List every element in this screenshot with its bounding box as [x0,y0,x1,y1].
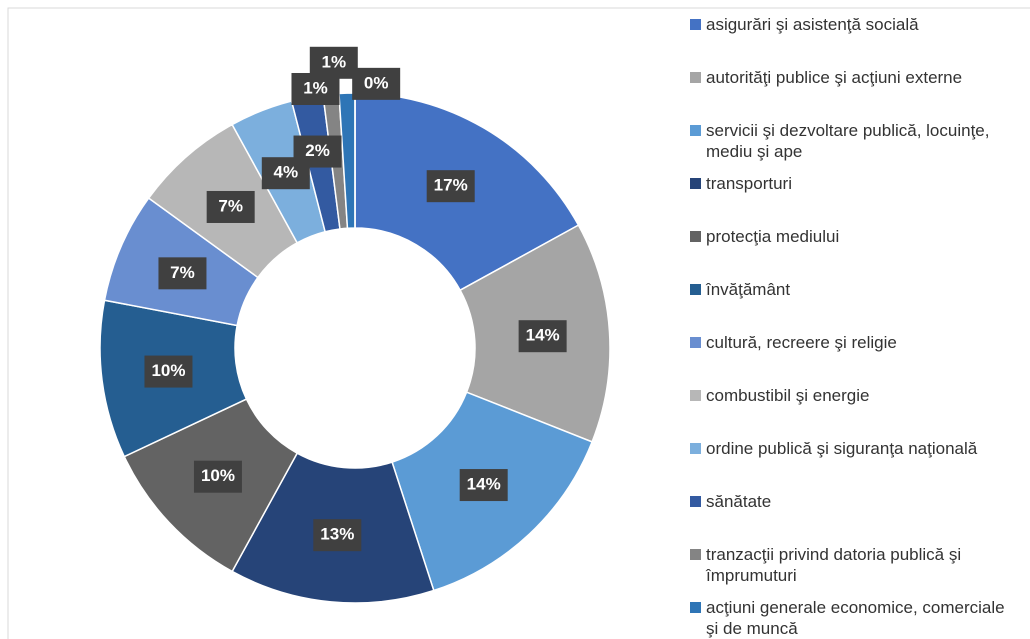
legend-swatch [690,337,701,348]
data-label: 13% [320,525,354,544]
legend-item: autorităţi publice şi acţiuni externe [690,67,1020,88]
data-label-box [459,469,508,502]
data-label: 7% [218,196,243,215]
legend-item: protecţia mediului [690,226,1020,247]
legend-item: cultură, recreere şi religie [690,332,1020,353]
legend-item: tranzacţii privind datoria publică şi îm… [690,544,1020,586]
data-label: 2% [305,141,330,160]
data-label: 0% [364,73,389,92]
legend-label: servicii şi dezvoltare publică, locuinţe… [706,121,990,161]
data-label-box [206,190,255,223]
legend-label: învăţământ [706,280,791,299]
data-label-box [518,320,567,353]
legend-label: tranzacţii privind datoria publică şi îm… [706,545,962,585]
legend-item: transporturi [690,173,1020,194]
data-label: 1% [321,52,346,71]
data-label: 10% [151,361,185,380]
legend-swatch [690,496,701,507]
legend-swatch [690,72,701,83]
data-label: 7% [170,263,195,282]
data-label-box [144,355,193,388]
data-label-box [193,460,242,493]
legend-label: asigurări şi asistenţă socială [706,15,919,34]
legend-label: transporturi [706,174,792,193]
legend-swatch [690,125,701,136]
legend-label: autorităţi publice şi acţiuni externe [706,68,963,87]
data-label: 14% [467,475,501,494]
legend-item: învăţământ [690,279,1020,300]
legend-label: protecţia mediului [706,227,840,246]
legend-item: servicii şi dezvoltare publică, locuinţe… [690,120,1020,162]
legend-swatch [690,443,701,454]
legend-swatch [690,602,701,613]
data-label-box [426,170,475,203]
legend-swatch [690,549,701,560]
legend-label: acţiuni generale economice, comerciale ş… [706,598,1005,638]
legend-label: combustibil şi energie [706,386,870,405]
chart-frame [7,7,1030,639]
data-label-box [352,67,401,100]
legend-item: acţiuni generale economice, comerciale ş… [690,597,1020,639]
data-label: 1% [303,78,328,97]
data-label: 10% [201,466,235,485]
data-label: 4% [274,163,299,182]
legend-item: asigurări şi asistenţă socială [690,14,1020,35]
legend-label: cultură, recreere şi religie [706,333,897,352]
data-label: 17% [434,176,468,195]
data-label-box [293,135,342,168]
legend-swatch [690,178,701,189]
data-label: 14% [526,326,560,345]
legend-item: ordine publică şi siguranţa naţională [690,438,1020,459]
data-label-box [291,72,340,105]
legend-label: sănătate [706,492,772,511]
legend-item: sănătate [690,491,1020,512]
legend-swatch [690,19,701,30]
legend-item: combustibil şi energie [690,385,1020,406]
data-label-box [158,257,207,290]
legend-swatch [690,231,701,242]
legend-label: ordine publică şi siguranţa naţională [706,439,978,458]
legend-swatch [690,284,701,295]
data-label-box [313,519,362,552]
legend-swatch [690,390,701,401]
